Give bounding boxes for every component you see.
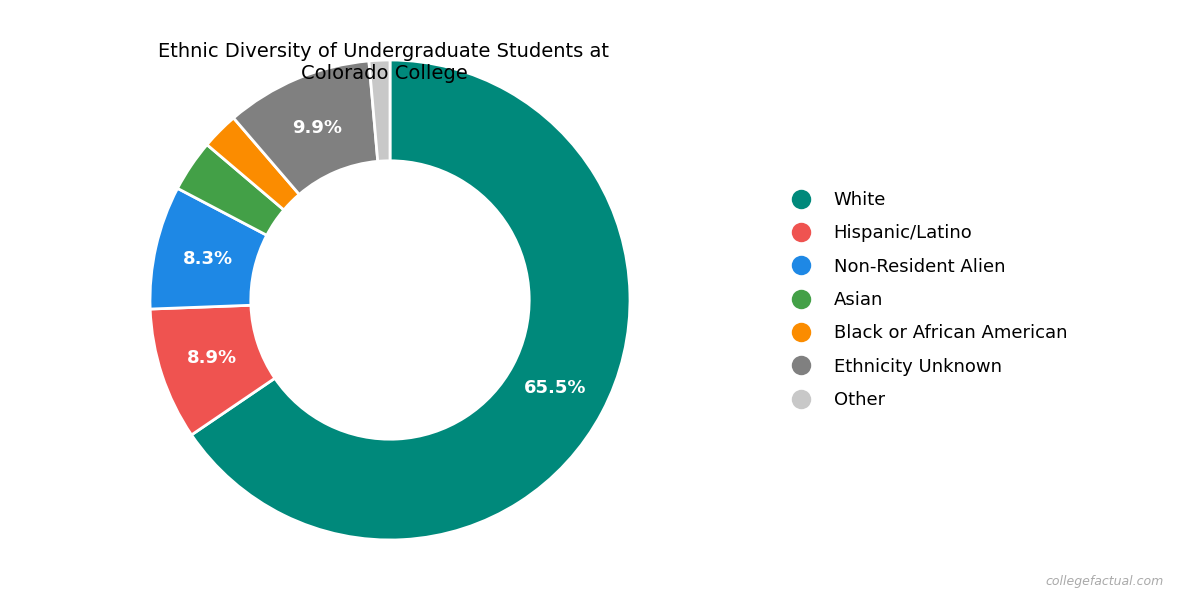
Legend: White, Hispanic/Latino, Non-Resident Alien, Asian, Black or African American, Et: White, Hispanic/Latino, Non-Resident Ali…: [776, 184, 1074, 416]
Text: 8.9%: 8.9%: [187, 349, 238, 367]
Wedge shape: [150, 188, 266, 309]
Text: 65.5%: 65.5%: [524, 379, 587, 397]
Wedge shape: [150, 305, 275, 435]
Wedge shape: [208, 118, 299, 210]
Text: Ethnic Diversity of Undergraduate Students at
Colorado College: Ethnic Diversity of Undergraduate Studen…: [158, 42, 610, 83]
Wedge shape: [368, 60, 390, 161]
Wedge shape: [178, 145, 284, 235]
Text: collegefactual.com: collegefactual.com: [1045, 575, 1164, 588]
Text: 8.3%: 8.3%: [182, 250, 233, 268]
Text: 9.9%: 9.9%: [293, 119, 342, 137]
Wedge shape: [192, 60, 630, 540]
Wedge shape: [234, 61, 378, 194]
